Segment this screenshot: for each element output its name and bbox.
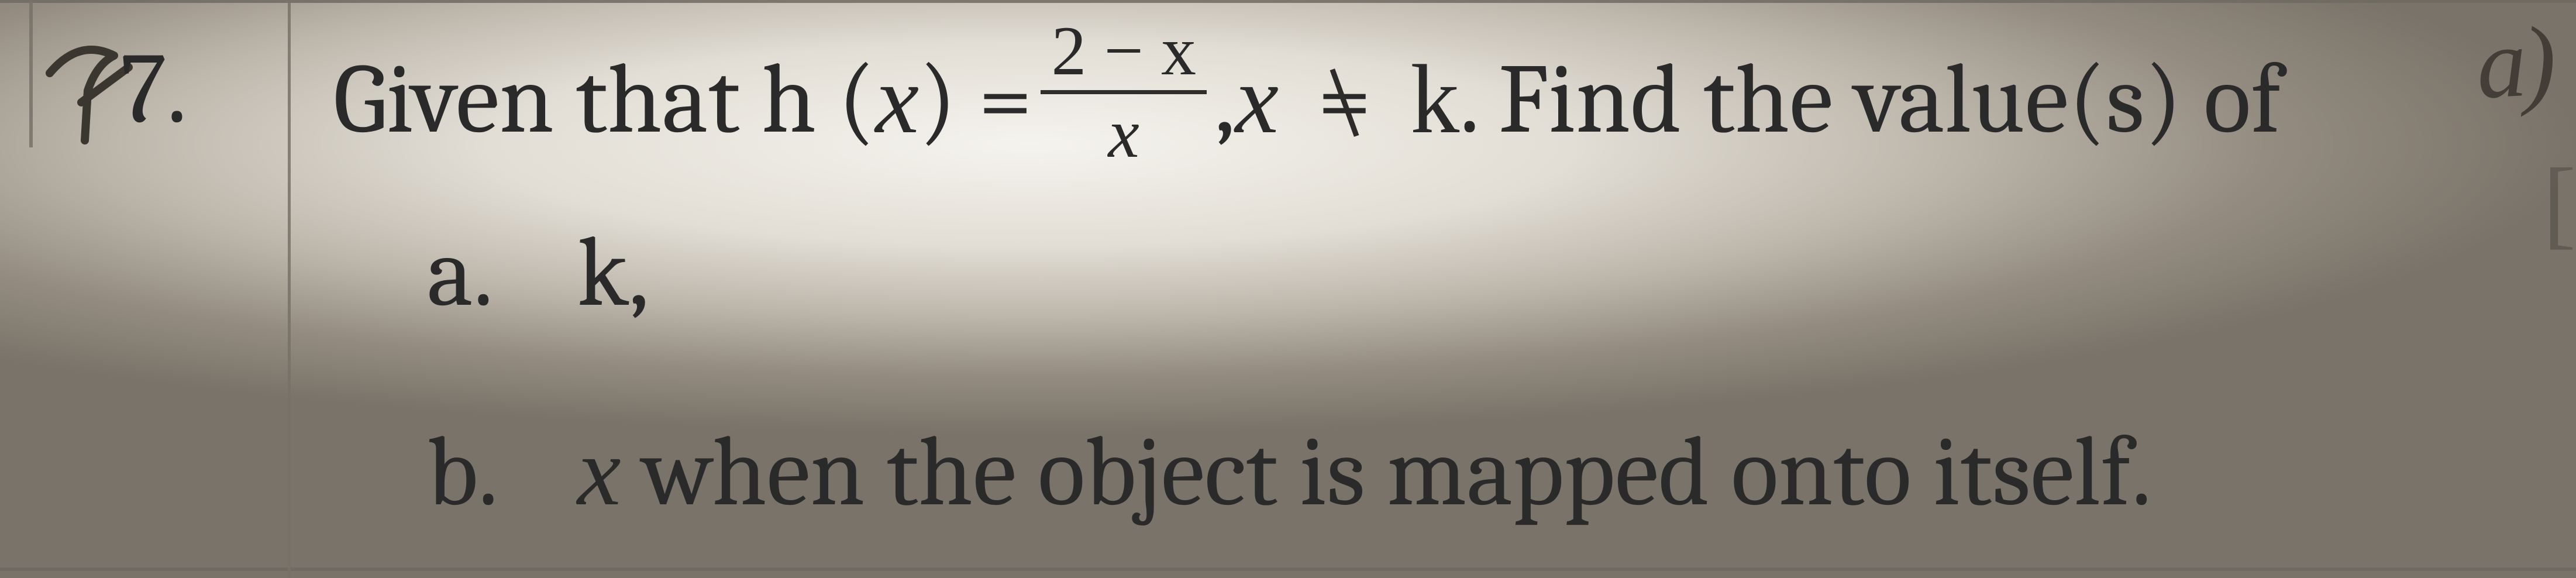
subitem-a: a. k, xyxy=(427,216,649,329)
table-column-rule-qnum xyxy=(288,0,291,578)
condition-rhs: k xyxy=(1410,43,1459,156)
stem-text-given: Given that h ( xyxy=(333,43,876,156)
page-edge-mark: [ xyxy=(2543,146,2576,260)
table-rule-bottom xyxy=(0,567,2576,571)
table-column-rule-left xyxy=(29,0,33,147)
subitem-b: b. x when the object is mapped onto itse… xyxy=(427,415,2152,529)
subitem-b-label: b. xyxy=(427,416,556,529)
question-stem: Given that h ( x ) = 2 − x x , x k . Fin… xyxy=(333,18,2553,182)
fraction: 2 − x x xyxy=(1041,14,1207,170)
not-equal-sign xyxy=(1279,43,1410,156)
worksheet-row: 7. Given that h ( x ) = 2 − x x , x k . … xyxy=(0,0,2576,578)
handwritten-annotation-a: a) xyxy=(2474,4,2556,122)
fraction-bar xyxy=(1041,90,1207,94)
stem-var-x: x xyxy=(876,43,919,156)
table-rule-top xyxy=(0,0,2576,3)
stem-comma: , xyxy=(1215,43,1235,156)
fraction-numerator: 2 − x xyxy=(1041,14,1207,90)
subitem-a-label: a. xyxy=(427,216,556,329)
subitem-a-text: k, xyxy=(577,216,649,329)
subitem-b-text: when the object is mapped onto itself. xyxy=(643,416,2152,529)
question-number: 7. xyxy=(120,32,187,147)
stem-suffix: . Find the value(s) of xyxy=(1459,43,2282,156)
subitem-b-var: x xyxy=(577,417,621,526)
stem-text-equals: ) = xyxy=(919,43,1032,156)
fraction-denominator: x xyxy=(1098,94,1150,170)
condition-lhs: x xyxy=(1235,43,1279,156)
